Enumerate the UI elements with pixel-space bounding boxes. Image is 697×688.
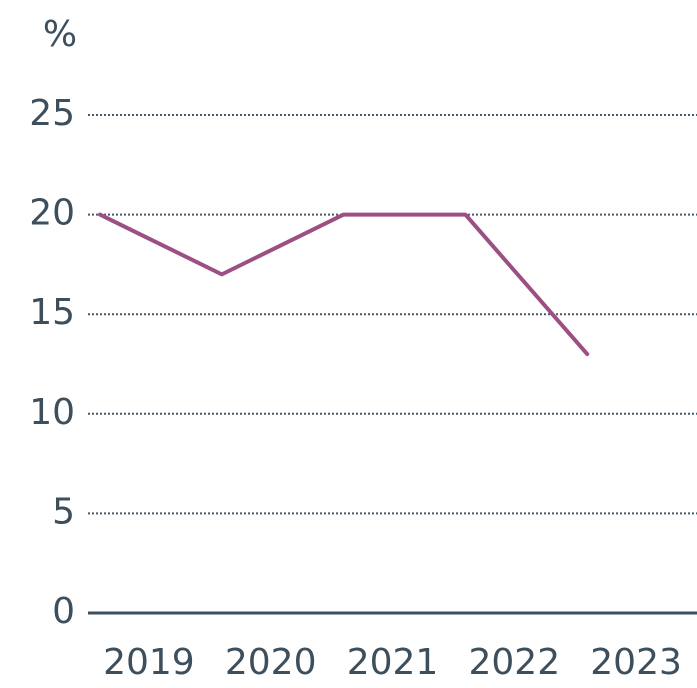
- x-tick-label: 2021: [347, 642, 439, 683]
- y-tick-label: 20: [29, 193, 75, 234]
- line-series: [98, 212, 590, 357]
- y-tick-label: 0: [52, 591, 75, 632]
- y-tick-label: 10: [29, 392, 75, 433]
- x-tick-label: 2019: [103, 642, 195, 683]
- x-tick-label: 2023: [590, 642, 682, 683]
- x-tick-label: 2020: [225, 642, 317, 683]
- y-tick-label: 15: [29, 292, 75, 333]
- y-tick-label: 5: [52, 491, 75, 532]
- chart-title: %: [43, 14, 77, 55]
- y-tick-label: 25: [29, 93, 75, 134]
- x-tick-label: 2022: [468, 642, 560, 683]
